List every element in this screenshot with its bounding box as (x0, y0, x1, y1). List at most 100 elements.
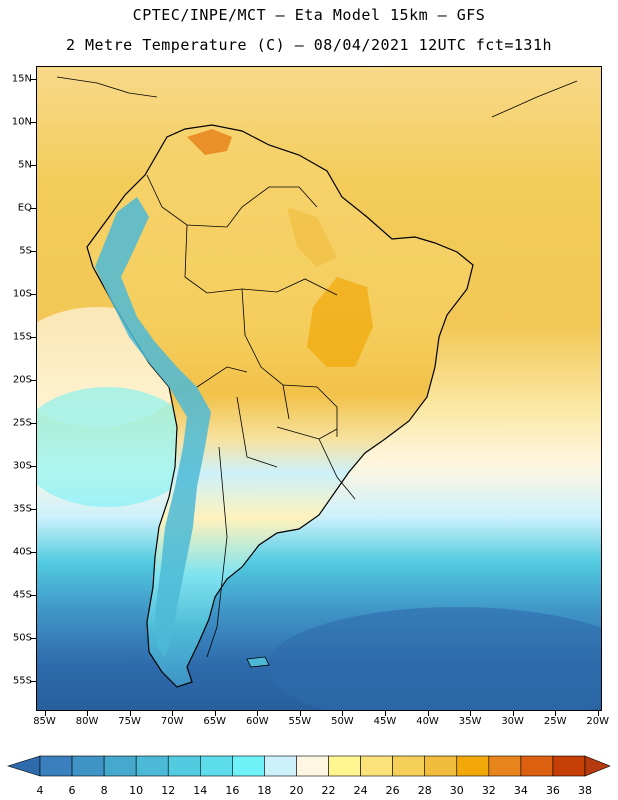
lat-label: 15N (11, 73, 32, 85)
colorbar-swatch (488, 755, 522, 777)
lat-label: EQ (17, 202, 32, 214)
andes-cold-band (95, 197, 211, 657)
colorbar-label: 30 (450, 784, 464, 797)
colorbar-swatch (328, 755, 361, 777)
lat-label: 5S (19, 245, 32, 257)
lon-label: 65W (203, 716, 227, 727)
colorbar-label: 28 (418, 784, 432, 797)
colorbar-swatch (392, 755, 426, 777)
colorbar-swatch (296, 755, 329, 777)
lon-tick (470, 711, 472, 716)
lat-tick (30, 508, 36, 510)
country-borders (146, 174, 356, 658)
lon-tick (172, 711, 174, 716)
title-line-1: CPTEC/INPE/MCT – Eta Model 15km – GFS (132, 6, 486, 24)
lat-label: 15S (12, 331, 32, 343)
colorbar-swatch (520, 755, 554, 777)
colorbar-swatch (167, 755, 201, 777)
lon-tick (427, 711, 429, 716)
lat-tick (30, 594, 36, 596)
lat-tick (30, 78, 36, 80)
colorbar-label: 18 (257, 784, 271, 797)
lat-label: 5N (18, 159, 32, 171)
lon-label: 20W (586, 716, 610, 727)
lon-label: 55W (288, 716, 312, 727)
colorbar-label: 24 (354, 784, 368, 797)
lon-label: 35W (458, 716, 482, 727)
lat-label: 55S (12, 675, 32, 687)
lat-label: 10N (11, 116, 32, 128)
title-line-2: 2 Metre Temperature (C) – 08/04/2021 12U… (65, 36, 553, 54)
lon-label: 25W (543, 716, 567, 727)
lat-tick (30, 207, 36, 209)
lat-label: 25S (12, 417, 32, 429)
temperature-map[interactable] (36, 66, 602, 711)
lon-label: 40W (416, 716, 439, 727)
colorbar-swatch (103, 755, 137, 777)
lat-tick (30, 250, 36, 252)
lon-tick (555, 711, 557, 716)
colorbar-swatch (199, 755, 233, 777)
lon-label: 30W (501, 716, 524, 727)
lat-tick (30, 164, 36, 166)
colorbar-swatch (232, 755, 265, 777)
lat-tick (30, 336, 36, 338)
lon-label: 50W (331, 716, 354, 727)
lon-tick (384, 711, 386, 716)
lon-tick (87, 711, 89, 716)
caribbean-islands (56, 76, 578, 118)
lon-tick (257, 711, 259, 716)
lat-label: 10S (12, 288, 32, 300)
lat-tick (30, 465, 36, 467)
lat-tick (30, 293, 36, 295)
atlantic-cold-zone (267, 607, 601, 710)
lon-label: 45W (373, 716, 397, 727)
colorbar-label: 20 (289, 784, 303, 797)
lat-label: 50S (12, 632, 32, 644)
colorbar-label: 4 (37, 784, 44, 797)
colorbar-label: 36 (546, 784, 560, 797)
lat-label: 30S (12, 460, 32, 472)
colorbar-label: 10 (129, 784, 143, 797)
lat-label: 45S (12, 589, 32, 601)
colorbar-swatch (552, 755, 586, 777)
colorbar-label: 8 (101, 784, 108, 797)
lat-tick (30, 379, 36, 381)
colorbar-swatch (71, 755, 105, 777)
lon-tick (214, 711, 216, 716)
lat-label: 35S (12, 503, 32, 515)
hot-spot-center (307, 277, 373, 367)
lat-tick (30, 121, 36, 123)
colorbar-swatch (264, 755, 297, 777)
colorbar-label: 16 (225, 784, 239, 797)
lat-tick (30, 422, 36, 424)
colorbar-label: 38 (578, 784, 592, 797)
colorbar-min-arrow (6, 755, 41, 777)
colorbar-swatch (456, 755, 490, 777)
warm-lowlands (287, 207, 337, 267)
lon-label: 70W (160, 716, 184, 727)
lat-tick (30, 680, 36, 682)
colorbar-swatch (424, 755, 458, 777)
colorbar-swatch (39, 755, 73, 777)
colorbar-label: 26 (386, 784, 400, 797)
lon-tick (597, 711, 599, 716)
pacific-cool-zone (37, 387, 197, 507)
lon-tick (512, 711, 514, 716)
hot-spot-north (187, 129, 232, 155)
lon-tick (44, 711, 46, 716)
colorbar-max-arrow (584, 755, 611, 777)
lon-label: 80W (75, 716, 99, 727)
colorbar-label: 12 (161, 784, 175, 797)
colorbar-label: 14 (193, 784, 207, 797)
colorbar-label: 34 (514, 784, 528, 797)
lon-label: 85W (33, 716, 56, 727)
colorbar-label: 32 (482, 784, 496, 797)
lat-tick (30, 551, 36, 553)
temperature-colorbar: 4 6 8 10 12 14 16 18 20 22 24 26 28 30 32 34 36 38 (6, 755, 611, 797)
colorbar-swatch (135, 755, 169, 777)
lon-tick (299, 711, 301, 716)
colorbar-label: 6 (69, 784, 76, 797)
lon-label: 75W (118, 716, 141, 727)
colorbar-label: 22 (322, 784, 336, 797)
